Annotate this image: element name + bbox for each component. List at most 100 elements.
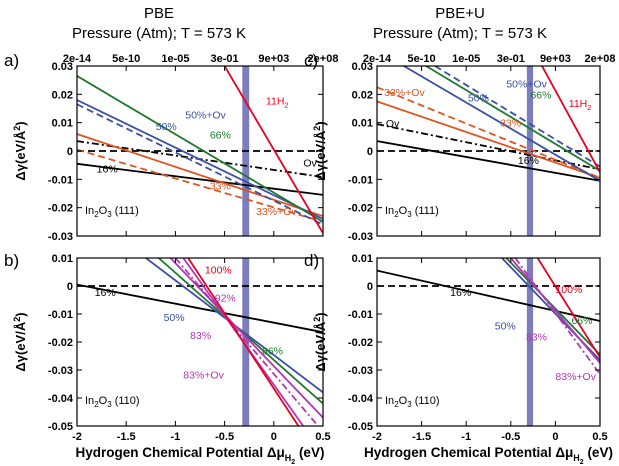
col-subtitle-pbe: Pressure (Atm); T = 573 K xyxy=(72,25,246,42)
series-line-16- xyxy=(77,283,323,334)
x-tick-label: -0.5 xyxy=(501,431,520,443)
series-label: 50% xyxy=(156,121,177,133)
y-axis-label-sup: 2 xyxy=(312,126,322,131)
y-tick-label: -0.01 xyxy=(48,309,73,321)
plot-area xyxy=(77,258,323,426)
series-label: 66% xyxy=(530,90,551,102)
x-tick-label: 0 xyxy=(271,431,277,443)
series-label-text: 92% xyxy=(215,292,236,304)
series-label: 33% xyxy=(500,117,521,129)
top-axis-tick-label: 1e-05 xyxy=(452,53,480,65)
x-axis-label-sub2: 2 xyxy=(580,459,584,466)
panel-label: b) xyxy=(4,251,19,270)
surface-label-face: (110) xyxy=(412,395,440,407)
x-tick-label: -1.5 xyxy=(117,431,136,443)
top-axis-tick-label: 1e-05 xyxy=(161,53,189,65)
series-line-16- xyxy=(377,140,600,182)
top-axis-tick-label: 5e-10 xyxy=(112,53,140,65)
series-label: 50% xyxy=(164,312,185,324)
series-label-text: 83%+Ov xyxy=(183,369,224,381)
series-label-text: 83% xyxy=(526,332,547,344)
series-label: 50% xyxy=(468,92,489,104)
x-tick-label: 0 xyxy=(552,431,558,443)
series-line-66- xyxy=(505,258,600,356)
series-label-text: 66% xyxy=(262,346,283,358)
series-label-text: 100% xyxy=(555,284,582,296)
shaded-band xyxy=(526,258,534,426)
panel-d: -0.05 -0.04 -0.03 -0.02 -0.01 0 0.01 -2 -1.5 -1 -0… xyxy=(304,251,613,466)
series-label: 16% xyxy=(518,155,539,167)
series-label: 100% xyxy=(555,284,582,296)
series-label-text: 33% xyxy=(500,117,521,129)
top-axis-tick-label: 3e-01 xyxy=(211,53,239,65)
surface-label-oxygen: O xyxy=(399,395,408,407)
series-label: 83% xyxy=(190,330,211,342)
panel-label: c) xyxy=(304,51,318,70)
y-tick-label: -0.02 xyxy=(48,203,73,215)
x-axis-label: Hydrogen Chemical Potential ΔμH2 (eV) xyxy=(76,445,325,466)
surface-label: In2O3 (110) xyxy=(85,395,140,409)
series-line-83- xyxy=(510,258,600,364)
surface-label-sub: 2 xyxy=(94,400,99,409)
surface-label-sub: 2 xyxy=(394,210,399,219)
series-label: 33% xyxy=(210,180,231,192)
series-label-text: 66% xyxy=(571,315,592,327)
y-axis-label-main: Δγ(eV/Å xyxy=(313,321,328,371)
x-axis-label-main: Hydrogen Chemical Potential Δμ xyxy=(364,445,573,460)
y-tick-label: -0.01 xyxy=(348,309,373,321)
y-axis-label: Δγ(eV/Å2) xyxy=(12,312,28,371)
series-line-33-ov xyxy=(377,86,600,179)
series-line-100- xyxy=(536,258,600,358)
y-axis-label: Δγ(eV/Å2) xyxy=(312,312,328,371)
x-axis-label: Hydrogen Chemical Potential ΔμH2 (eV) xyxy=(364,445,613,466)
series-line-83- xyxy=(169,258,323,419)
surface-label-sub2: 3 xyxy=(407,400,412,409)
y-tick-label: -0.05 xyxy=(48,421,73,433)
series-label-text: 16% xyxy=(450,287,471,299)
surface-label-sub: 2 xyxy=(394,400,399,409)
series-label: 50% xyxy=(495,320,516,332)
series-label-text: 11H xyxy=(266,95,284,107)
y-tick-label: -0.01 xyxy=(348,174,373,186)
series-label-text: 50% xyxy=(164,312,185,324)
series-label-text: 66% xyxy=(530,90,551,102)
col-subtitle-pbe-u: Pressure (Atm); T = 573 K xyxy=(373,25,547,42)
series-label-text: 33%+Ov xyxy=(384,87,425,99)
plot-area xyxy=(77,66,323,236)
surface-label: In2O3 (111) xyxy=(85,205,139,219)
series-label: 16% xyxy=(95,287,116,299)
shaded-band xyxy=(526,66,534,236)
y-tick-label: 0.01 xyxy=(352,118,373,130)
y-tick-label: 0.03 xyxy=(352,61,373,73)
surface-label-sub: 2 xyxy=(94,210,99,219)
surface-label-element: In xyxy=(385,205,394,217)
surface-label-oxygen: O xyxy=(99,395,108,407)
series-line-100- xyxy=(187,258,300,426)
x-axis-label-unit: (eV) xyxy=(295,445,324,460)
y-axis-label-main: Δγ(eV/Å xyxy=(313,130,328,180)
surface-label-oxygen: O xyxy=(399,205,408,217)
series-label: 50%+Ov xyxy=(506,78,547,90)
y-tick-label: -0.05 xyxy=(348,421,373,433)
series-label-text: 100% xyxy=(205,264,232,276)
y-tick-label: 0.01 xyxy=(52,118,73,130)
y-tick-label: -0.02 xyxy=(48,337,73,349)
y-axis-label-close: ) xyxy=(313,312,328,316)
top-axis-tick-label: 2e-14 xyxy=(363,53,392,65)
y-tick-label: 0.03 xyxy=(52,61,73,73)
surface-label-face: (111) xyxy=(412,205,439,217)
series-label: 50%+Ov xyxy=(185,109,226,121)
series-label: 33%+Ov xyxy=(384,87,425,99)
y-axis-label-sup: 2 xyxy=(312,317,322,322)
series-line-66- xyxy=(77,75,323,223)
y-tick-label: 0 xyxy=(367,146,373,158)
y-axis-label: Δγ(eV/Å2) xyxy=(312,121,328,180)
x-tick-label: -1 xyxy=(171,431,181,443)
y-tick-label: 0 xyxy=(67,281,73,293)
y-tick-label: 0.01 xyxy=(352,253,373,265)
top-axis-tick-label: 2e+08 xyxy=(585,53,616,65)
series-label-text: 16% xyxy=(97,163,118,175)
y-tick-label: -0.03 xyxy=(48,231,73,243)
top-axis-tick-label: 9e+03 xyxy=(540,53,571,65)
series-label: 100% xyxy=(205,264,232,276)
